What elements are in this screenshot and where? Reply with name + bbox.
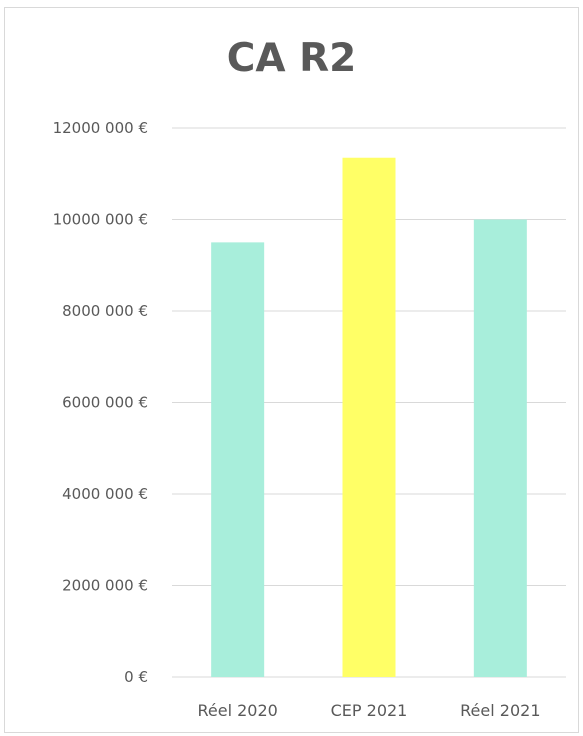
x-axis-ticks: Réel 2020 CEP 2021 Réel 2021 <box>197 701 540 720</box>
bar-réel-2021 <box>473 219 527 677</box>
y-tick-label: 2000 000 € <box>62 577 148 595</box>
bar-cep-2021 <box>342 157 396 678</box>
bars <box>211 157 527 678</box>
y-tick-label: 12000 000 € <box>53 119 148 137</box>
y-tick-label: 8000 000 € <box>62 302 148 320</box>
y-tick-label: 4000 000 € <box>62 485 148 503</box>
chart-title: CA R2 <box>226 36 357 81</box>
y-tick-label: 0 € <box>124 668 148 686</box>
bar-réel-2020 <box>211 242 265 677</box>
x-tick-label: Réel 2021 <box>460 701 540 720</box>
x-tick-label: CEP 2021 <box>331 701 408 720</box>
y-tick-label: 6000 000 € <box>62 394 148 412</box>
x-tick-label: Réel 2020 <box>197 701 277 720</box>
y-axis-ticks: 0 € 2000 000 € 4000 000 € 6000 000 € 8000 00… <box>53 119 148 686</box>
y-tick-label: 10000 000 € <box>53 211 148 229</box>
